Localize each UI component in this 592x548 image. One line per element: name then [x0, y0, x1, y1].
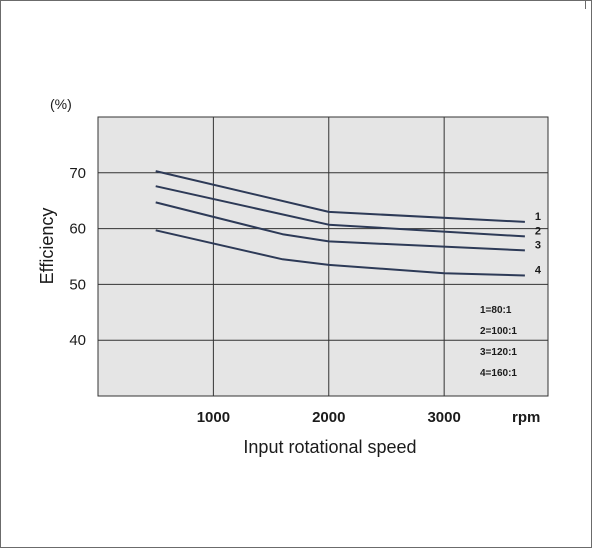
series-line-4 [155, 229, 525, 277]
x-axis-title: Input rotational speed [243, 437, 416, 457]
x-tick-labels: 1000 2000 3000 [197, 409, 461, 426]
series-label-2: 2 [535, 225, 541, 237]
legend-entry-2: 2=100:1 [480, 326, 517, 337]
x-tick-label-3000: 3000 [427, 409, 460, 426]
legend-entry-3: 3=120:1 [480, 347, 517, 358]
x-unit-label: rpm [512, 409, 540, 426]
series-label-4: 4 [535, 264, 542, 276]
series-line-3 [155, 201, 525, 252]
series-label-1: 1 [535, 211, 541, 223]
series-label-3: 3 [535, 239, 541, 251]
y-tick-label-40: 40 [69, 332, 86, 349]
series-end-labels: 1 2 3 4 [535, 211, 542, 277]
x-tick-label-1000: 1000 [197, 409, 230, 426]
series-line-2 [155, 185, 525, 238]
legend-entry-1: 1=80:1 [480, 305, 512, 316]
series-lines [155, 170, 525, 277]
legend: 1=80:1 2=100:1 3=120:1 4=160:1 [480, 305, 517, 379]
y-axis-title: Efficiency [37, 208, 57, 285]
plot-area [97, 116, 549, 397]
y-unit-label: (%) [50, 96, 72, 112]
series-line-1 [155, 170, 525, 223]
y-tick-label-70: 70 [69, 165, 86, 182]
y-tick-labels: 40 50 60 70 [69, 165, 86, 349]
x-tick-label-2000: 2000 [312, 409, 345, 426]
grid-lines [98, 117, 548, 396]
legend-entry-4: 4=160:1 [480, 368, 517, 379]
y-tick-label-50: 50 [69, 276, 86, 293]
corner-mark [585, 1, 586, 9]
y-tick-label-60: 60 [69, 221, 86, 238]
